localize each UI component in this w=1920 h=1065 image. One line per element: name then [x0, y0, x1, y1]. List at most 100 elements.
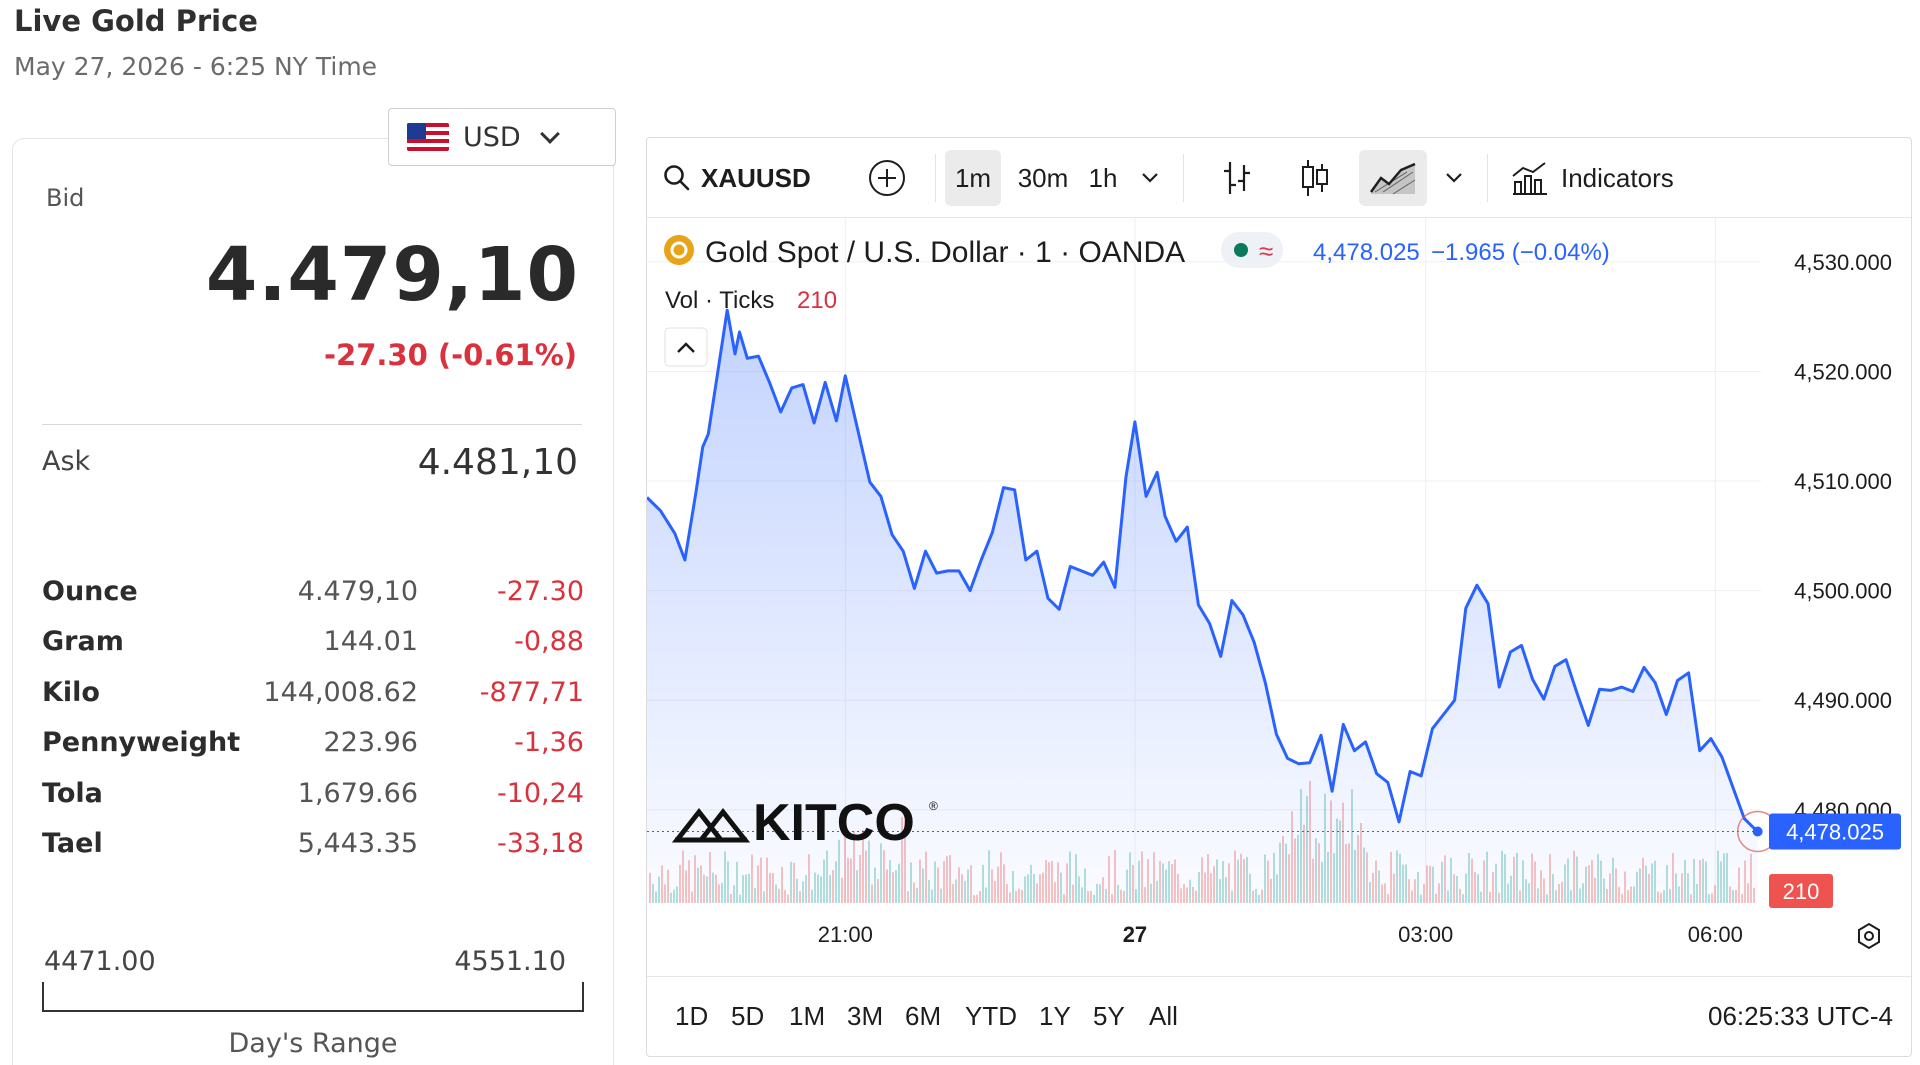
- gear-outline: [1858, 922, 1880, 950]
- range-5y[interactable]: 5Y: [1093, 1001, 1125, 1031]
- symbol-label: XAUUSD: [701, 162, 811, 193]
- compare-button[interactable]: [865, 156, 909, 200]
- bid-label: Bid: [46, 184, 85, 212]
- gear-center: [1864, 931, 1874, 941]
- unit-name: Kilo: [42, 676, 100, 708]
- indicators-icon: [1512, 162, 1547, 195]
- toolbar-divider: [935, 154, 936, 202]
- range-all[interactable]: All: [1149, 1001, 1178, 1031]
- x-tick-label: 21:00: [818, 922, 873, 947]
- volume-legend-label: Vol · Ticks: [665, 287, 774, 314]
- chart-toolbar: XAUUSD 1m 30m 1h Indicators: [647, 138, 1911, 218]
- search-icon: [664, 165, 690, 191]
- bar-chart-type-button[interactable]: [1217, 156, 1257, 200]
- market-status-pill[interactable]: [1221, 232, 1283, 268]
- y-tick-label: 4,500.000: [1794, 579, 1892, 604]
- last-price-badge-label: 4,478.025: [1786, 819, 1884, 844]
- interval-1h[interactable]: 1h: [1088, 162, 1118, 193]
- legend-last-price: 4,478.025: [1313, 239, 1420, 266]
- price-line: [647, 308, 1759, 833]
- collapse-legend-button[interactable]: [664, 327, 708, 367]
- svg-text:®: ®: [929, 799, 938, 813]
- day-range-label: Day's Range: [228, 1028, 398, 1059]
- price-chart[interactable]: 4,530.000 4,520.000 4,510.000 4,500.000 4,49…: [647, 218, 1912, 976]
- ask-label: Ask: [42, 446, 91, 477]
- gold-logo-mark: [670, 241, 688, 259]
- range-3m[interactable]: 3M: [847, 1001, 884, 1031]
- ask-price: 4.481,10: [417, 442, 578, 483]
- y-tick-label: 4,510.000: [1794, 469, 1892, 494]
- unit-row: Kilo 144,008.62 -877,71: [42, 667, 584, 718]
- chevron-up-icon: [677, 342, 695, 353]
- y-tick-label: 4,490.000: [1794, 688, 1892, 713]
- unit-table: Ounce 4.479,10 -27.30 Gram 144.01 -0,88 …: [42, 566, 584, 869]
- page-title: Live Gold Price: [14, 4, 258, 38]
- currency-selector[interactable]: USD: [388, 108, 616, 166]
- x-tick-label: 27: [1123, 922, 1147, 947]
- range-1d[interactable]: 1D: [675, 1001, 709, 1031]
- toolbar-divider: [1183, 154, 1184, 202]
- legend-instrument: Gold Spot / U.S. Dollar · 1 · OANDA: [705, 236, 1185, 269]
- y-tick-label: 4,520.000: [1794, 359, 1892, 384]
- indicators-label: Indicators: [1561, 162, 1674, 193]
- unit-name: Pennyweight: [42, 727, 241, 759]
- symbol-search[interactable]: XAUUSD: [663, 156, 811, 200]
- unit-change: -877,71: [479, 676, 584, 708]
- currency-label: USD: [463, 121, 521, 153]
- range-1y[interactable]: 1Y: [1039, 1001, 1071, 1031]
- day-range-bar: [42, 982, 584, 1012]
- unit-value: 144.01: [323, 626, 418, 658]
- bid-price: 4.479,10: [205, 232, 579, 318]
- clock-timezone[interactable]: 06:25:33 UTC-4: [1708, 1001, 1893, 1031]
- range-ytd[interactable]: YTD: [965, 1001, 1017, 1031]
- quote-panel: [12, 138, 614, 1065]
- area-chart-icon: [1370, 162, 1416, 195]
- axis-layer: 4,530.000 4,520.000 4,510.000 4,500.000 4,49…: [818, 250, 1901, 950]
- range-6m[interactable]: 6M: [905, 1001, 942, 1031]
- unit-name: Ounce: [42, 575, 138, 607]
- unit-name: Gram: [42, 626, 124, 658]
- interval-1m[interactable]: 1m: [945, 150, 1001, 206]
- range-bar: 1D 5D 1M 3M 6M YTD 1Y 5Y All 06:25:33 UT…: [647, 976, 1911, 1056]
- y-tick-label: 4,530.000: [1794, 250, 1892, 275]
- unit-row: Tola 1,679.66 -10,24: [42, 768, 584, 819]
- range-5d[interactable]: 5D: [731, 1001, 765, 1031]
- unit-name: Tael: [42, 828, 103, 860]
- page-subtitle: May 27, 2026 - 6:25 NY Time: [14, 52, 378, 81]
- delayed-icon: ≈: [1259, 236, 1273, 266]
- unit-value: 144,008.62: [263, 676, 418, 708]
- unit-change: -27.30: [496, 575, 584, 607]
- last-price-badge: [1769, 813, 1901, 850]
- volume-badge: [1769, 874, 1833, 908]
- volume-legend-value: 210: [797, 287, 837, 314]
- gold-logo-icon: [664, 235, 694, 265]
- bid-change: -27.30 (-0.61%): [323, 338, 577, 372]
- unit-value: 4.479,10: [297, 575, 418, 607]
- last-price-dot: [1752, 826, 1763, 837]
- volume-badge-label: 210: [1783, 879, 1820, 904]
- area-chart-type-button[interactable]: [1359, 150, 1427, 206]
- interval-dropdown[interactable]: [1135, 160, 1165, 196]
- x-tick-label: 06:00: [1688, 922, 1743, 947]
- range-1m[interactable]: 1M: [789, 1001, 826, 1031]
- day-range-low: 4471.00: [44, 946, 156, 977]
- unit-value: 5,443.35: [297, 828, 418, 860]
- unit-row: Gram 144.01 -0,88: [42, 617, 584, 668]
- price-area-fill: [647, 310, 1758, 904]
- divider: [42, 424, 582, 425]
- area-layer: [647, 308, 1779, 904]
- add-circle-icon: [869, 160, 905, 196]
- watermark-text: KITCO: [753, 794, 915, 852]
- candles-chart-type-button[interactable]: [1295, 156, 1335, 200]
- settings-icon[interactable]: [1858, 922, 1880, 950]
- unit-change: -1,36: [514, 727, 584, 759]
- indicators-button[interactable]: Indicators: [1511, 156, 1674, 200]
- day-range-high: 4551.10: [454, 946, 566, 977]
- unit-change: -10,24: [496, 777, 584, 809]
- unit-change: -33,18: [496, 828, 584, 860]
- interval-30m[interactable]: 30m: [1017, 162, 1069, 193]
- unit-row: Pennyweight 223.96 -1,36: [42, 718, 584, 769]
- chevron-down-icon: [1142, 173, 1158, 183]
- chart-type-dropdown[interactable]: [1439, 160, 1469, 196]
- chevron-down-icon: [1446, 173, 1462, 183]
